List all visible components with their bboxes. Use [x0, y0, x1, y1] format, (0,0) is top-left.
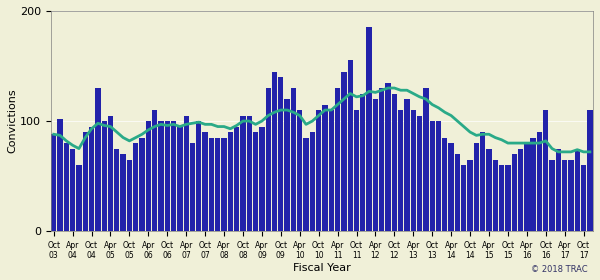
Bar: [114, 149, 119, 231]
Bar: [335, 88, 340, 231]
Bar: [568, 160, 574, 231]
Bar: [171, 121, 176, 231]
Bar: [184, 116, 189, 231]
Bar: [127, 160, 132, 231]
Bar: [581, 165, 586, 231]
Bar: [512, 154, 517, 231]
Bar: [430, 121, 435, 231]
Bar: [297, 110, 302, 231]
Bar: [410, 110, 416, 231]
Bar: [177, 127, 182, 231]
Bar: [304, 137, 309, 231]
Bar: [101, 121, 107, 231]
Bar: [436, 121, 441, 231]
Bar: [272, 71, 277, 231]
Bar: [550, 160, 555, 231]
Bar: [360, 94, 365, 231]
Bar: [247, 116, 252, 231]
Bar: [284, 99, 290, 231]
Bar: [379, 88, 385, 231]
Bar: [253, 132, 258, 231]
Bar: [240, 116, 245, 231]
Bar: [83, 132, 88, 231]
Bar: [524, 143, 530, 231]
Bar: [442, 137, 448, 231]
Bar: [316, 110, 322, 231]
Bar: [347, 60, 353, 231]
Bar: [133, 143, 139, 231]
Bar: [209, 137, 214, 231]
Bar: [259, 127, 265, 231]
Bar: [493, 160, 498, 231]
Bar: [64, 143, 69, 231]
Bar: [575, 149, 580, 231]
Bar: [215, 137, 220, 231]
Bar: [587, 110, 593, 231]
Bar: [152, 110, 157, 231]
Bar: [398, 110, 403, 231]
Bar: [455, 154, 460, 231]
Y-axis label: Convictions: Convictions: [7, 89, 17, 153]
Bar: [473, 143, 479, 231]
Bar: [461, 165, 466, 231]
Bar: [480, 132, 485, 231]
Bar: [354, 110, 359, 231]
Bar: [385, 83, 391, 231]
Bar: [404, 99, 410, 231]
Bar: [51, 134, 56, 231]
Text: © 2018 TRAC: © 2018 TRAC: [532, 265, 588, 274]
Bar: [486, 149, 491, 231]
Bar: [448, 143, 454, 231]
X-axis label: Fiscal Year: Fiscal Year: [293, 263, 350, 273]
Bar: [76, 165, 82, 231]
Bar: [190, 143, 195, 231]
Bar: [139, 137, 145, 231]
Bar: [221, 137, 227, 231]
Bar: [530, 137, 536, 231]
Bar: [202, 132, 208, 231]
Bar: [95, 88, 101, 231]
Bar: [505, 165, 511, 231]
Bar: [291, 88, 296, 231]
Bar: [518, 149, 523, 231]
Bar: [392, 94, 397, 231]
Bar: [543, 110, 548, 231]
Bar: [467, 160, 473, 231]
Bar: [89, 127, 94, 231]
Bar: [367, 27, 372, 231]
Bar: [329, 110, 334, 231]
Bar: [423, 88, 428, 231]
Bar: [227, 132, 233, 231]
Bar: [121, 154, 126, 231]
Bar: [70, 149, 76, 231]
Bar: [108, 116, 113, 231]
Bar: [278, 77, 283, 231]
Bar: [499, 165, 504, 231]
Bar: [266, 88, 271, 231]
Bar: [537, 132, 542, 231]
Bar: [341, 71, 347, 231]
Bar: [417, 116, 422, 231]
Bar: [146, 121, 151, 231]
Bar: [58, 119, 63, 231]
Bar: [322, 104, 328, 231]
Bar: [556, 149, 561, 231]
Bar: [196, 121, 202, 231]
Bar: [310, 132, 315, 231]
Bar: [158, 121, 164, 231]
Bar: [234, 127, 239, 231]
Bar: [164, 121, 170, 231]
Bar: [373, 99, 378, 231]
Bar: [562, 160, 568, 231]
